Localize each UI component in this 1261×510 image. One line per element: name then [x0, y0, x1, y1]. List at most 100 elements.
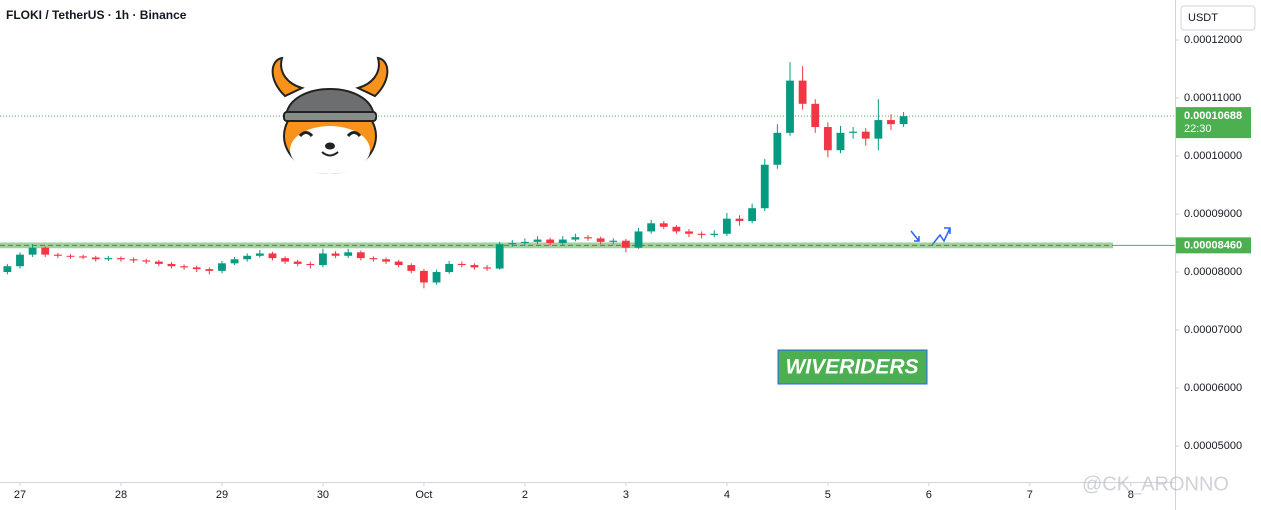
candle-body	[697, 233, 706, 235]
candle-body	[470, 265, 479, 268]
x-tick-label: 30	[317, 489, 329, 501]
candle-body	[129, 259, 138, 261]
candle-body	[218, 263, 226, 271]
candle-body	[621, 240, 630, 248]
candle-body	[432, 272, 441, 283]
candle-body	[407, 265, 416, 271]
countdown-label: 22:30	[1184, 123, 1212, 135]
y-tick-label: 0.00008000	[1184, 266, 1242, 278]
arrow-down	[910, 230, 920, 242]
candle-body	[849, 131, 858, 133]
candle-body	[672, 226, 681, 232]
x-tick-label: 8	[1128, 489, 1134, 501]
candle-body	[685, 231, 693, 234]
candle-body	[66, 255, 75, 257]
x-tick-label: Oct	[415, 489, 432, 501]
candle-body	[836, 132, 845, 151]
y-tick-label: 0.00012000	[1184, 34, 1242, 46]
candle-body	[786, 80, 794, 133]
candle-body	[710, 233, 719, 235]
candle-body	[293, 261, 302, 264]
candle-body	[596, 238, 605, 242]
currency-box[interactable]	[1180, 5, 1256, 31]
candle-body	[659, 223, 668, 227]
candle-body	[356, 252, 365, 259]
y-tick-label: 0.00009000	[1184, 208, 1242, 220]
candle-body	[306, 263, 315, 266]
candle-body	[281, 258, 289, 262]
candle-body	[91, 257, 100, 260]
candle-body	[647, 223, 656, 232]
candle-body	[571, 237, 580, 240]
candle-body	[748, 208, 757, 221]
watermark-box	[777, 349, 928, 385]
candle-body	[394, 261, 403, 266]
candle-body	[180, 266, 188, 268]
candle-body	[16, 254, 24, 267]
candle-body	[584, 237, 592, 239]
candle-body	[319, 253, 327, 266]
candle-body	[546, 239, 555, 244]
candle-body	[268, 253, 277, 259]
candle-body	[495, 244, 504, 269]
current-price-box	[1176, 107, 1251, 139]
x-tick-label: 3	[623, 489, 629, 501]
y-tick-label: 0.00005000	[1184, 440, 1242, 452]
watermark: WIVERIDERS	[785, 356, 918, 379]
candle-body	[117, 258, 125, 260]
x-tick-label: 7	[1027, 489, 1033, 501]
x-tick-label: 6	[926, 489, 932, 501]
x-tick-label: 27	[14, 489, 26, 501]
candle-body	[369, 258, 378, 260]
candle-body	[445, 263, 454, 273]
y-tick-label: 0.00011000	[1184, 92, 1241, 104]
y-tick-label: 0.00006000	[1184, 382, 1242, 394]
candle-body	[457, 263, 466, 266]
candle-body	[154, 261, 163, 264]
chart-title: FLOKI / TetherUS · 1h · Binance	[6, 8, 187, 22]
candle-body	[520, 241, 529, 244]
mascot	[271, 56, 389, 174]
candle-body	[483, 267, 491, 269]
candle-body	[887, 120, 895, 125]
y-tick-label: 0.00010000	[1184, 150, 1242, 162]
candle-body	[331, 253, 340, 256]
candle-body	[205, 269, 214, 271]
candle-body	[382, 259, 390, 262]
y-tick-label: 0.00007000	[1184, 324, 1242, 336]
candle-body	[243, 255, 252, 260]
support-price-box	[1176, 237, 1251, 254]
x-tick-label: 29	[216, 489, 228, 501]
candle-body	[420, 270, 428, 283]
candle-body	[634, 231, 643, 248]
candle-body	[3, 266, 12, 273]
candle-body	[79, 256, 88, 258]
currency-label[interactable]: USDT	[1188, 12, 1218, 24]
candle-body	[609, 240, 618, 242]
candle-body	[104, 258, 113, 260]
candle-body	[344, 252, 353, 256]
candle-body	[558, 239, 567, 244]
candle-body	[533, 239, 542, 242]
candle-body	[167, 263, 176, 267]
candle-body	[41, 247, 50, 255]
current-price-label: 0.00010688	[1184, 110, 1242, 122]
candle-body	[861, 131, 870, 139]
candle-body	[735, 218, 744, 221]
x-tick-label: 2	[522, 489, 528, 501]
candle-body	[823, 127, 832, 151]
candle-body	[142, 260, 151, 262]
author-handle: @CK_ARONNO	[1082, 473, 1229, 495]
candle-body	[230, 259, 239, 264]
x-tick-label: 5	[825, 489, 831, 501]
support-price-label: 0.00008460	[1184, 239, 1242, 251]
candle-body	[773, 132, 782, 165]
candle-body	[508, 243, 517, 245]
candle-body	[53, 254, 62, 256]
candle-body	[874, 120, 883, 139]
candle-body	[722, 218, 731, 234]
candle-body	[811, 103, 820, 128]
x-tick-label: 28	[115, 489, 127, 501]
candle-body	[798, 80, 807, 104]
